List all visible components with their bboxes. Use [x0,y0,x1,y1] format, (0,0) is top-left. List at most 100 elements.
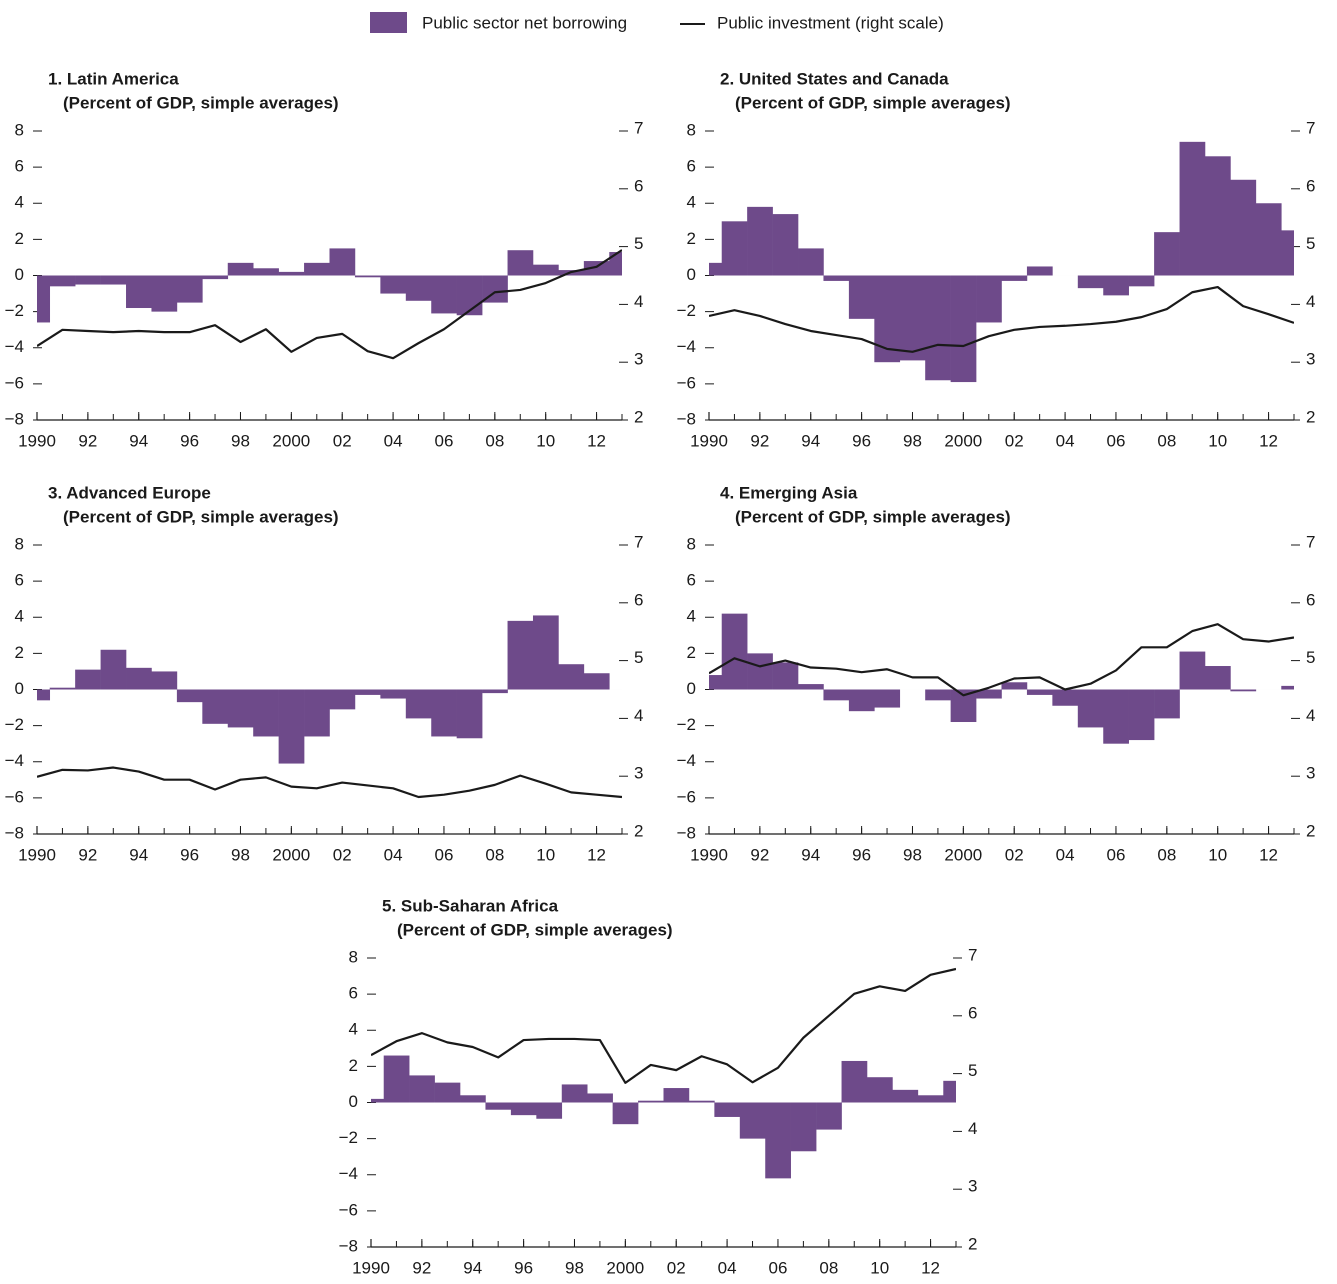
x-tick-label: 2000 [944,845,982,864]
x-tick-label: 98 [231,431,250,450]
panel-title: 3. Advanced Europe [48,483,211,502]
panel: 4. Emerging Asia(Percent of GDP, simple … [677,483,1316,864]
bar [75,670,101,690]
y-tick-label: 4 [687,193,696,212]
y-tick-label: −6 [5,373,24,392]
bar [431,690,457,737]
y-tick-label: −6 [677,787,696,806]
bar [816,1103,842,1130]
y2-tick-label: 6 [634,590,643,609]
bar [696,675,722,689]
y2-tick-label: 2 [634,821,643,840]
x-tick-label: 04 [1056,845,1075,864]
x-tick-label: 98 [903,845,922,864]
bar [925,276,951,381]
y-tick-label: −2 [5,301,24,320]
x-tick-label: 94 [463,1258,482,1277]
bar [1129,690,1155,741]
bar [24,276,50,323]
bar [330,690,356,710]
bar [508,250,534,275]
y-tick-label: −4 [677,337,696,356]
bar [457,276,483,316]
x-tick-label: 98 [903,431,922,450]
bar [1281,686,1307,690]
bar [358,1099,384,1103]
x-tick-label: 92 [750,845,769,864]
bar [126,276,152,309]
bar [842,1061,868,1103]
y-tick-label: 4 [349,1020,358,1039]
x-tick-label: 08 [1157,845,1176,864]
y-tick-label: −4 [677,751,696,770]
y-tick-label: 6 [687,571,696,590]
x-tick-label: 94 [129,845,148,864]
y2-tick-label: 3 [1306,350,1315,369]
bar [485,1103,511,1110]
bar [1078,276,1104,289]
line [37,768,622,797]
x-tick-label: 96 [180,845,199,864]
x-tick-label: 06 [1106,431,1125,450]
bar [431,276,457,314]
bar [976,276,1002,323]
y2-tick-label: 4 [634,292,643,311]
bar [482,690,508,694]
y2-tick-label: 5 [634,648,643,667]
bar [536,1103,562,1119]
bar [798,248,824,275]
y2-tick-label: 6 [1306,590,1315,609]
y-tick-label: −6 [677,373,696,392]
y2-tick-label: 3 [1306,764,1315,783]
y-tick-label: 0 [687,679,696,698]
y2-tick-label: 4 [1306,706,1315,725]
y-tick-label: −2 [677,301,696,320]
y2-tick-label: 7 [634,118,643,137]
bar [664,1088,690,1102]
x-tick-label: 94 [801,845,820,864]
legend-label: Public investment (right scale) [717,13,944,32]
y-tick-label: 2 [15,229,24,248]
x-tick-label: 04 [384,845,403,864]
bar [460,1095,486,1102]
x-tick-label: 1990 [352,1258,390,1277]
x-tick-label: 08 [485,431,504,450]
x-tick-label: 2000 [272,431,310,450]
y-tick-label: 0 [15,265,24,284]
y2-tick-label: 5 [968,1061,977,1080]
bar [101,650,127,690]
y2-tick-label: 2 [634,407,643,426]
y-tick-label: −2 [339,1128,358,1147]
y-tick-label: 0 [687,265,696,284]
y-tick-label: −8 [339,1236,358,1255]
x-tick-label: 12 [587,431,606,450]
bar [747,653,773,689]
x-tick-label: 1990 [18,431,56,450]
x-tick-label: 92 [750,431,769,450]
bar [558,664,584,689]
panel-subtitle: (Percent of GDP, simple averages) [397,920,673,939]
x-tick-label: 96 [852,431,871,450]
bar [722,221,748,275]
x-tick-label: 98 [565,1258,584,1277]
x-tick-label: 12 [587,845,606,864]
bar [1230,690,1256,692]
bar [279,272,305,276]
y-tick-label: 8 [687,534,696,553]
y-tick-label: 4 [15,193,24,212]
y2-tick-label: 5 [634,234,643,253]
x-tick-label: 94 [129,431,148,450]
bar [638,1101,664,1103]
x-tick-label: 12 [1259,845,1278,864]
bar [740,1103,766,1139]
bar [533,615,559,689]
bar [151,671,177,689]
panel-subtitle: (Percent of GDP, simple averages) [735,93,1011,112]
bar [75,276,101,285]
bar [457,690,483,739]
x-tick-label: 10 [1208,431,1227,450]
x-tick-label: 1990 [690,431,728,450]
bar [533,265,559,276]
x-tick-label: 10 [1208,845,1227,864]
